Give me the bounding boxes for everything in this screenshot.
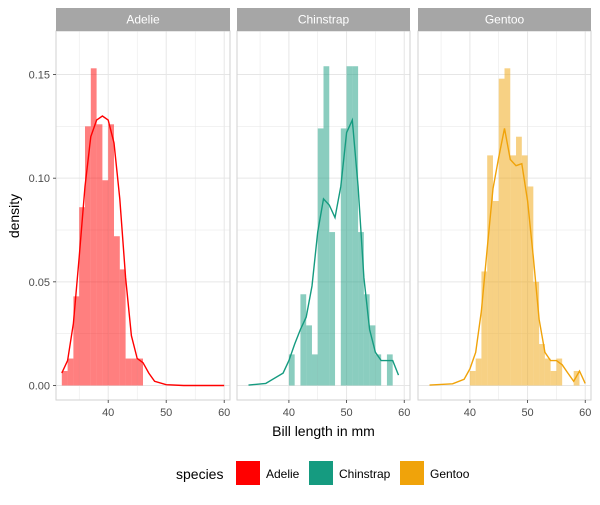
histogram-bar [539,344,545,386]
density-curve [429,128,586,386]
histogram-bar [352,66,359,386]
y-tick-label: 0.00 [29,380,50,392]
histogram-bar [300,294,307,386]
histogram-bar [481,271,488,386]
legend: species Adelie Chinstrap Gentoo [176,461,470,485]
density-curve [61,115,225,387]
histogram-bar [533,281,540,386]
density-curve [248,117,400,386]
histogram-bar [119,269,126,386]
histogram-bar [521,155,528,386]
histogram-bar [358,232,364,386]
histogram-bar [73,296,80,386]
histogram-bar [79,207,85,386]
histogram-bar [375,354,382,386]
x-tick-label: 60 [579,407,591,419]
histogram-bar [544,358,551,386]
x-tick-label: 50 [160,407,172,419]
y-tick-label: 0.15 [29,70,50,82]
legend-key-gentoo [400,461,424,485]
x-axis-title: Bill length in mm [272,423,375,439]
legend-label-adelie: Adelie [266,467,300,481]
histogram-bar [306,325,312,386]
histogram-bar [516,136,522,386]
facet-strip [237,8,410,31]
histogram-bar [102,180,109,386]
histogram-bar [487,155,493,386]
histogram-bar [469,370,476,386]
legend-label-chinstrap: Chinstrap [339,467,391,481]
histogram-bar [573,370,580,386]
histogram-bar [340,128,347,386]
histogram-bar [369,325,376,386]
histogram-bar [492,200,499,386]
x-tick-label: 60 [218,407,230,419]
histogram-bar [323,66,330,386]
x-tick-label: 40 [283,407,295,419]
histogram-bar [288,354,295,386]
histogram-bar [114,236,120,386]
x-tick-label: 50 [340,407,352,419]
histogram-bar [108,124,114,386]
histogram-bar [90,68,97,386]
histogram-bar [96,124,103,386]
legend-title: species [176,466,223,482]
histogram-bar [550,370,557,386]
histogram-bar [504,68,511,386]
facet-strip-label: Gentoo [485,13,525,27]
x-tick-label: 60 [398,407,410,419]
histogram-bar [475,358,482,386]
histogram-bar [363,294,370,386]
legend-key-adelie [236,461,260,485]
facet-panel-chinstrap: Chinstrap 40 50 60 [236,8,411,419]
y-tick-label: 0.05 [29,277,50,289]
histogram-bar [527,186,534,386]
legend-key-chinstrap [309,461,333,485]
facet-panel-gentoo: Gentoo 40 50 60 [417,8,592,419]
y-axis-title: density [6,194,22,238]
facet-strip-label: Adelie [126,13,160,27]
legend-label-gentoo: Gentoo [430,467,470,481]
histogram-bar [510,155,517,386]
histogram-bar [137,358,143,386]
y-tick-label: 0.10 [29,173,50,185]
x-tick-label: 50 [521,407,533,419]
facet-panel-adelie: Adelie 40 50 60 [55,8,231,419]
histogram-bar [386,354,393,386]
facet-strip [56,8,230,31]
facet-strip [418,8,591,31]
histogram-bar [498,78,505,386]
histogram-bar [67,358,74,386]
x-tick-label: 40 [102,407,114,419]
histogram-bar [311,354,318,386]
histogram-bar [329,232,336,386]
histogram-bar [125,358,132,386]
histogram-bar [131,358,138,386]
histogram-bar [317,128,324,386]
histogram-bar [346,66,353,386]
histogram-bar [85,126,91,386]
x-tick-label: 40 [464,407,476,419]
histogram-bar [556,358,563,386]
facet-strip-label: Chinstrap [298,13,350,27]
histogram-bar [61,370,68,386]
